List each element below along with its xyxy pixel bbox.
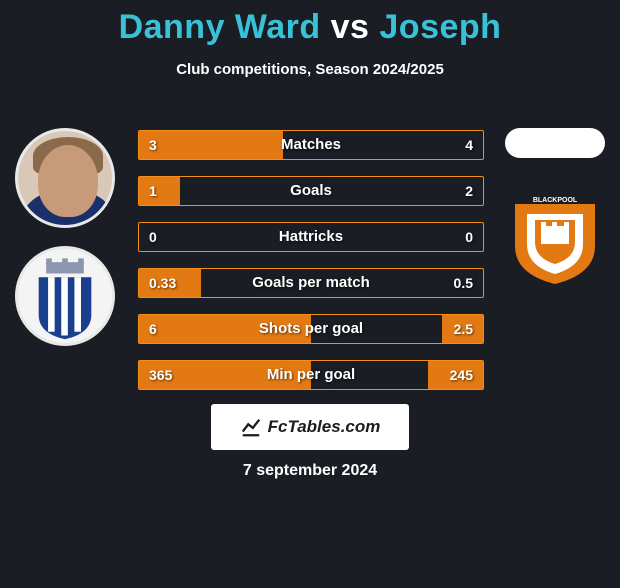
player2-club-crest: BLACKPOOL [505,186,605,286]
stat-row-matches: 3 Matches 4 [138,130,484,160]
stat-row-hattricks: 0 Hattricks 0 [138,222,484,252]
stat-right-value: 2.5 [454,315,473,343]
vs-text: vs [331,8,370,46]
stat-row-min-per-goal: 365 Min per goal 245 [138,360,484,390]
brand-text: FcTables.com [268,417,381,437]
left-column [10,128,120,364]
stat-label: Min per goal [139,361,483,389]
player1-name: Danny Ward [119,8,321,46]
stat-label: Matches [139,131,483,159]
stat-right-value: 4 [465,131,473,159]
stat-bars: 3 Matches 4 1 Goals 2 0 Hattricks 0 0.33… [138,130,484,406]
stat-right-value: 2 [465,177,473,205]
stat-row-goals: 1 Goals 2 [138,176,484,206]
stat-label: Hattricks [139,223,483,251]
chart-icon [240,416,262,438]
stat-row-goals-per-match: 0.33 Goals per match 0.5 [138,268,484,298]
stat-label: Goals [139,177,483,205]
stat-right-value: 245 [450,361,473,389]
right-column: BLACKPOOL [500,128,610,286]
svg-text:BLACKPOOL: BLACKPOOL [533,197,578,204]
player1-avatar [15,128,115,228]
brand-badge: FcTables.com [211,404,409,450]
comparison-title: Danny Ward vs Joseph [0,8,620,47]
date-text: 7 september 2024 [0,462,620,480]
player1-club-crest [15,246,115,346]
player2-avatar-placeholder [505,128,605,158]
player2-name: Joseph [379,8,501,46]
stat-right-value: 0 [465,223,473,251]
stat-row-shots-per-goal: 6 Shots per goal 2.5 [138,314,484,344]
stat-label: Shots per goal [139,315,483,343]
subtitle: Club competitions, Season 2024/2025 [0,61,620,78]
stat-label: Goals per match [139,269,483,297]
stat-right-value: 0.5 [454,269,473,297]
